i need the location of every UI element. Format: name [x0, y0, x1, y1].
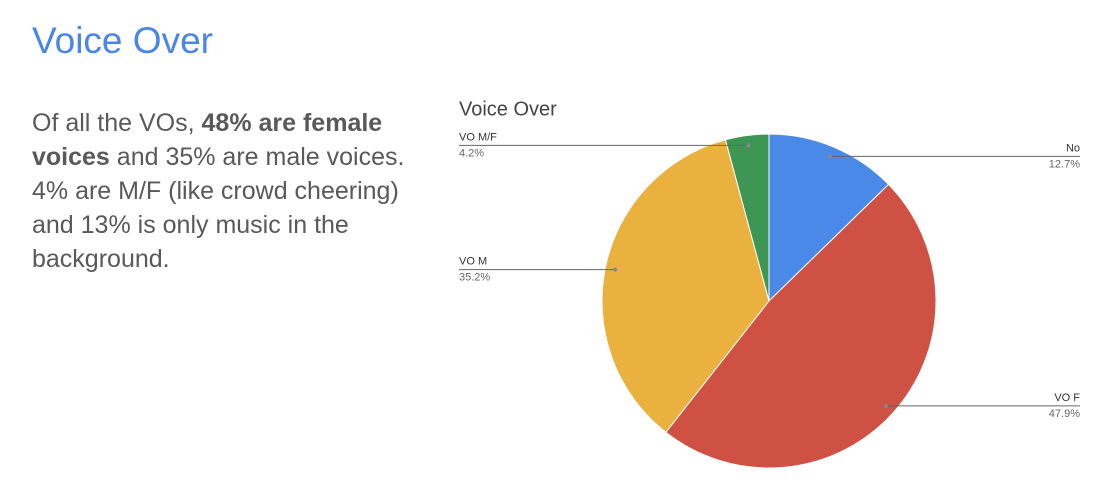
slice-value-label: 47.9% [1049, 408, 1080, 420]
paragraph: Of all the VOs, 48% are female voices an… [32, 106, 410, 276]
slice-label: VO M [459, 256, 487, 268]
slice-label: No [1066, 142, 1080, 154]
bold-text: 48% are female voices [32, 109, 383, 171]
slice-value-label: 4.2% [459, 147, 484, 159]
slice-value-label: 12.7% [1049, 158, 1080, 170]
slide-title: Voice Over [32, 20, 213, 61]
text: Of all the VOs, [32, 109, 202, 137]
pie-slice [665, 183, 937, 469]
chart-title: Voice Over [459, 98, 557, 120]
pie-slice [601, 139, 770, 434]
slice-label: VO F [1054, 392, 1080, 404]
leader-dot [746, 143, 751, 148]
leader-dot [827, 154, 832, 159]
leader-dot [613, 267, 618, 272]
pie-slice [768, 133, 890, 303]
pie-slice [724, 133, 770, 302]
text: and 35% are male voices. 4% are M/F (lik… [32, 143, 405, 273]
leader-dot [883, 403, 888, 408]
slice-value-label: 35.2% [459, 272, 490, 284]
slice-label: VO M/F [459, 131, 497, 143]
